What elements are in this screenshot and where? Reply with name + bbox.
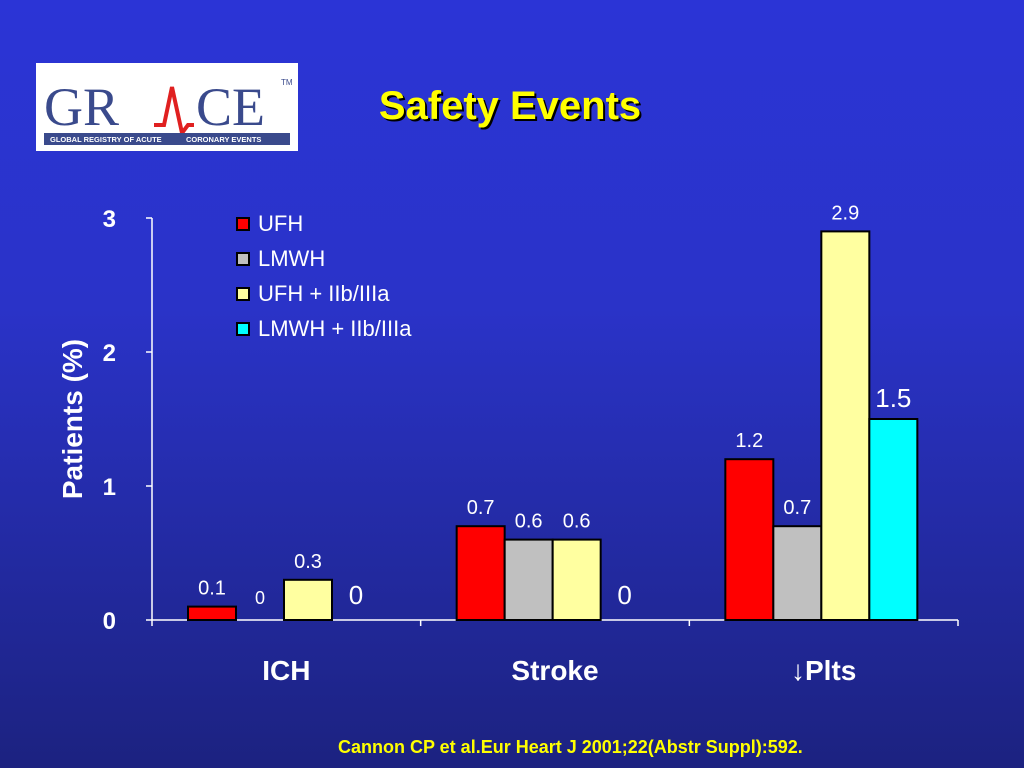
legend-item: UFH: [236, 206, 411, 241]
data-label: 0: [349, 580, 363, 610]
data-label: 0: [255, 588, 265, 608]
bar-ufh: [724, 458, 775, 622]
legend-label: UFH + IIb/IIIa: [258, 280, 390, 306]
legend-label: LMWH: [258, 245, 326, 271]
logo-tagline-left: GLOBAL REGISTRY OF ACUTE: [50, 135, 162, 144]
grace-logo-graphic: GR CE TM GLOBAL REGISTRY OF ACUTE CORONA…: [36, 63, 298, 151]
chart-legend: UFH LMWH UFH + IIb/IIIa LMWH + IIb/IIIa: [236, 206, 411, 346]
data-label: 0.7: [783, 497, 811, 519]
legend-swatch: [236, 321, 250, 336]
x-category-label: Stroke: [511, 655, 598, 686]
logo-wordmark-left: GR: [44, 77, 119, 137]
data-label: 2.9: [831, 202, 859, 224]
y-tick-label: 0: [103, 608, 116, 635]
legend-item: UFH + IIb/IIIa: [236, 276, 411, 311]
logo-trademark: TM: [281, 78, 293, 87]
logo-wordmark-right: CE: [196, 77, 265, 137]
bar-lmwh: [772, 525, 823, 622]
data-label: 0.7: [467, 497, 495, 519]
data-label: 0.6: [563, 511, 591, 533]
citation: Cannon CP et al.Eur Heart J 2001;22(Abst…: [338, 737, 803, 757]
data-label: 1.2: [735, 430, 763, 452]
grace-logo: GR CE TM GLOBAL REGISTRY OF ACUTE CORONA…: [36, 63, 298, 151]
page-title: Safety Events: [378, 84, 642, 128]
data-label: 0.3: [294, 551, 322, 573]
legend-swatch: [236, 216, 250, 231]
bar-ufh-iib-iiia: [551, 538, 602, 621]
bar-lmwh: [503, 538, 554, 621]
y-tick-label: 1: [103, 474, 116, 501]
legend-swatch: [236, 251, 250, 266]
logo-tagline-right: CORONARY EVENTS: [186, 135, 261, 144]
y-tick-label: 2: [103, 340, 116, 367]
data-label: 0.1: [198, 578, 226, 600]
legend-item: LMWH + IIb/IIIa: [236, 311, 411, 346]
data-label: 0.6: [515, 511, 543, 533]
legend-item: LMWH: [236, 241, 411, 276]
bar-ufh: [187, 605, 237, 621]
data-label: 1.5: [875, 383, 911, 413]
data-label: 0: [617, 580, 631, 610]
x-category-label: ICH: [262, 655, 310, 686]
bar-ufh-iib-iiia: [283, 578, 333, 621]
bar-ufh-iib-iiia: [820, 230, 871, 621]
legend-label: UFH: [258, 210, 304, 236]
legend-label: LMWH + IIb/IIIa: [258, 315, 412, 341]
heartbeat-icon: [154, 86, 194, 138]
bar-ufh: [455, 525, 506, 622]
y-axis-title: Patients (%): [57, 339, 88, 499]
x-category-label: ↓Plts: [791, 655, 856, 686]
y-tick-label: 3: [103, 206, 116, 233]
legend-swatch: [236, 286, 250, 301]
bar-lmwh-iib-iiia: [868, 418, 919, 621]
